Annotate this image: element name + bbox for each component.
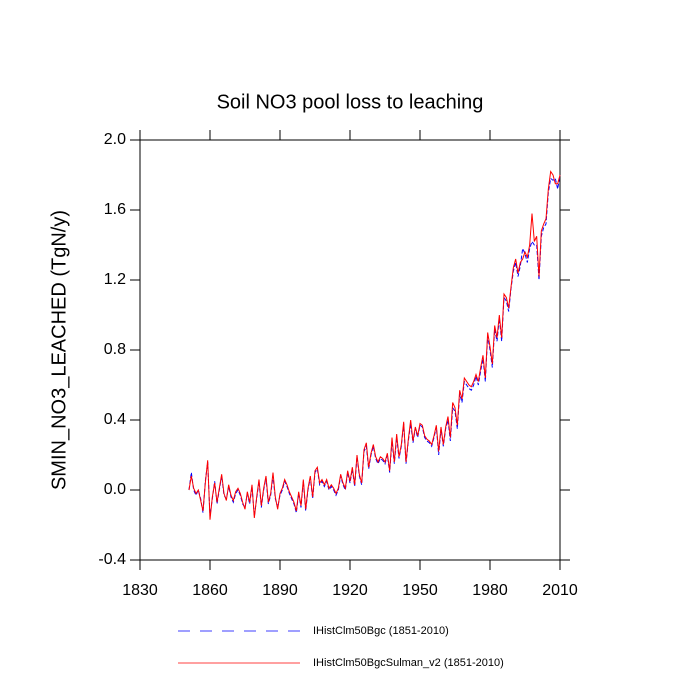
y-tick-label: 0.0 [104, 481, 126, 498]
series-line [188, 174, 561, 517]
legend-label: IHistClm50Bgc (1851-2010) [313, 625, 449, 637]
x-tick-label: 1920 [332, 582, 368, 599]
series-line [188, 170, 561, 520]
plot-frame [139, 139, 561, 561]
y-tick-label: 0.8 [104, 341, 126, 358]
y-tick-label: 1.2 [104, 271, 126, 288]
y-axis-label: SMIN_NO3_LEACHED (TgN/y) [48, 210, 70, 490]
y-tick-label: 0.4 [104, 411, 126, 428]
y-tick-label: 2.0 [104, 131, 126, 148]
y-tick-label: -0.4 [98, 551, 126, 568]
x-tick-label: 1860 [192, 582, 228, 599]
x-tick-label: 1830 [122, 582, 158, 599]
x-tick-label: 1950 [402, 582, 438, 599]
x-tick-label: 1890 [262, 582, 298, 599]
x-tick-label: 1980 [472, 582, 508, 599]
x-tick-label: 2010 [542, 582, 578, 599]
y-tick-label: 1.6 [104, 201, 126, 218]
legend-label: IHistClm50BgcSulman_v2 (1851-2010) [313, 657, 504, 669]
chart-title: Soil NO3 pool loss to leaching [217, 91, 484, 113]
